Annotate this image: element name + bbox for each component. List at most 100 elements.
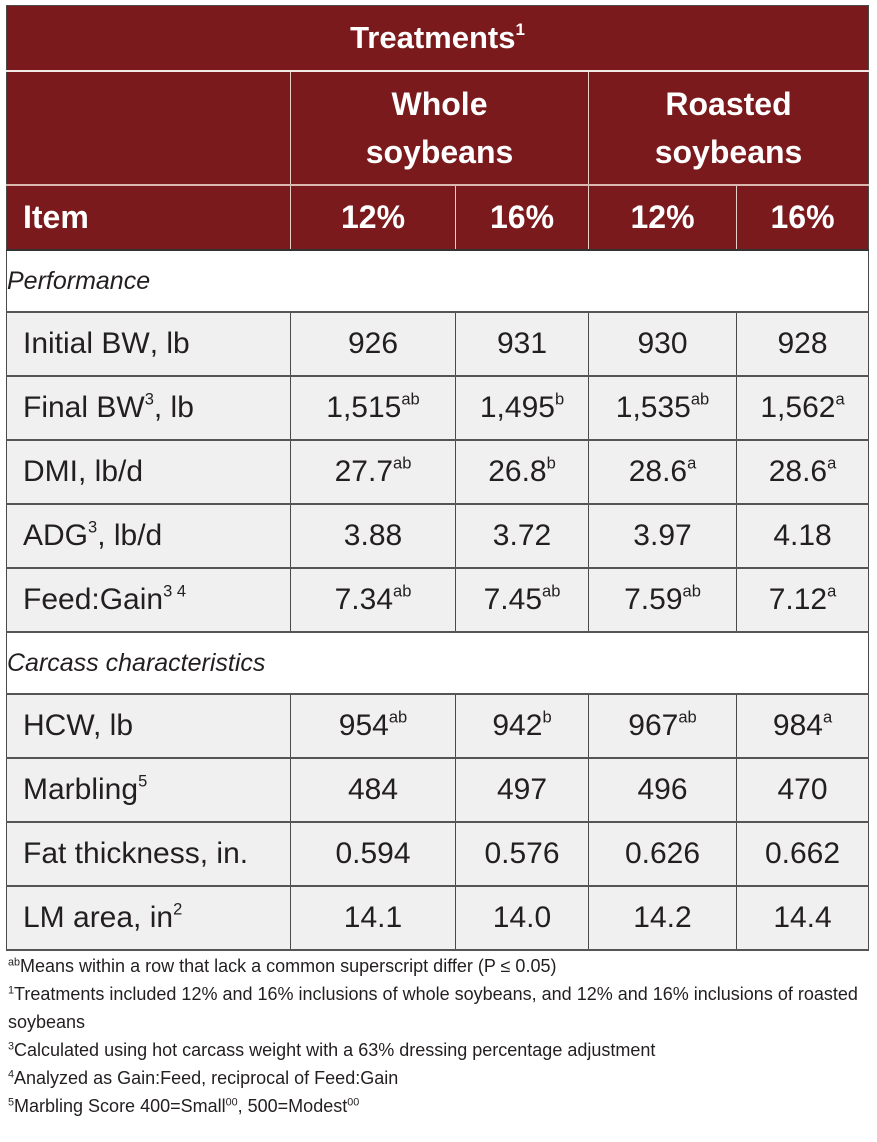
value: 930 — [637, 327, 688, 360]
significance-mark: ab — [678, 708, 697, 727]
value: 14.4 — [773, 901, 832, 934]
significance-mark: ab — [388, 708, 408, 727]
level-header: 12% — [588, 185, 737, 251]
significance-mark: b — [554, 390, 565, 409]
value: 4.18 — [773, 519, 832, 552]
value: 14.1 — [343, 901, 403, 934]
item-footnote-mark: 5 — [138, 772, 148, 791]
item-text: Initial BW — [23, 327, 150, 360]
header-blank — [6, 71, 291, 186]
item-text: Feed:Gain — [23, 583, 164, 616]
row-item-label: ADG3, lb/d — [6, 503, 291, 569]
value-cell: 931 — [455, 311, 589, 377]
value-cell: 930 — [588, 311, 737, 377]
table-row: Marbling5 484 497 496 470 — [6, 757, 870, 823]
value: 3.97 — [633, 519, 692, 552]
item-text: DMI, lb/d — [23, 455, 144, 488]
value: 484 — [347, 773, 399, 806]
significance-mark: ab — [393, 454, 412, 473]
footnote-sup: 00 — [347, 1096, 360, 1109]
section-label: Carcass characteristics — [5, 632, 870, 695]
value-cell: 470 — [735, 757, 870, 823]
value: 926 — [347, 327, 399, 360]
value-cell: 1,495b — [455, 375, 589, 441]
footnote: abMeans within a row that lack a common … — [8, 952, 868, 980]
value: 984 — [772, 709, 823, 742]
value: 928 — [777, 327, 828, 360]
significance-mark: a — [827, 454, 837, 473]
item-text: Final BW — [23, 391, 145, 424]
value: 967 — [628, 709, 679, 742]
value-cell: 496 — [588, 757, 737, 823]
value-cell: 27.7ab — [290, 439, 456, 505]
value-cell: 3.97 — [588, 503, 737, 569]
value-cell: 7.59ab — [588, 567, 737, 633]
value-cell: 484 — [290, 757, 456, 823]
footnote-text: Analyzed as Gain:Feed, reciprocal of Fee… — [14, 1068, 399, 1088]
value: 0.576 — [484, 837, 560, 870]
group-line2: soybeans — [654, 134, 803, 170]
table-row: HCW, lb 954ab 942b 967ab 984a — [6, 693, 870, 759]
value-cell: 928 — [735, 311, 870, 377]
value-cell: 7.12a — [735, 567, 870, 633]
table-row: Fat thickness, in. 0.594 0.576 0.626 0.662 — [6, 821, 870, 887]
value-cell: 967ab — [588, 693, 737, 759]
footnote-text: Marbling Score 400=Small — [14, 1096, 226, 1116]
value: 7.34 — [334, 583, 394, 616]
footnotes: abMeans within a row that lack a common … — [8, 952, 868, 1120]
value-cell: 3.72 — [455, 503, 589, 569]
value: 0.626 — [624, 837, 701, 870]
group-line1: Roasted — [665, 86, 792, 122]
significance-mark: a — [687, 454, 697, 473]
section-label: Performance — [5, 250, 870, 313]
value: 7.45 — [483, 583, 543, 616]
value: 7.59 — [624, 583, 683, 616]
value-cell: 4.18 — [735, 503, 870, 569]
item-footnote-mark: 2 — [173, 900, 183, 919]
value: 27.7 — [334, 455, 394, 488]
value: 931 — [496, 327, 548, 360]
group-line2: soybeans — [365, 134, 514, 170]
value-cell: 28.6a — [588, 439, 737, 505]
value-cell: 14.2 — [588, 885, 737, 951]
footnote-text: Treatments included 12% and 16% inclusio… — [8, 984, 858, 1032]
table-row: LM area, in2 14.1 14.0 14.2 14.4 — [6, 885, 870, 951]
value-cell: 3.88 — [290, 503, 456, 569]
group-line1: Whole — [391, 86, 488, 122]
significance-mark: a — [822, 708, 833, 727]
table-row: Initial BW, lb 926 931 930 928 — [6, 311, 870, 377]
value-cell: 0.576 — [455, 821, 589, 887]
item-unit: , lb — [149, 327, 190, 360]
item-text: HCW, lb — [23, 709, 134, 742]
value: 28.6 — [768, 455, 828, 488]
item-text: Fat thickness, in. — [23, 837, 249, 870]
value-cell: 14.0 — [455, 885, 589, 951]
footnote: 3Calculated using hot carcass weight wit… — [8, 1036, 868, 1064]
significance-mark: ab — [393, 582, 412, 601]
significance-mark: ab — [682, 582, 701, 601]
item-text: ADG — [23, 519, 89, 552]
item-unit: , lb/d — [97, 519, 163, 552]
significance-mark: b — [546, 454, 556, 473]
value: 470 — [777, 773, 828, 806]
value: 3.88 — [343, 519, 403, 552]
item-header: Item — [6, 185, 291, 251]
value: 14.2 — [633, 901, 692, 934]
value: 1,515 — [326, 391, 402, 424]
footnote-mark: 5 — [8, 1096, 15, 1109]
value-cell: 14.1 — [290, 885, 456, 951]
results-table: Treatments1 Whole soybeans Roasted soybean… — [5, 5, 870, 951]
value: 1,535 — [615, 391, 691, 424]
significance-mark: b — [542, 708, 552, 727]
group-header-whole: Whole soybeans — [290, 71, 589, 186]
value-cell: 926 — [290, 311, 456, 377]
item-text: Marbling — [23, 773, 139, 806]
item-footnote-mark: 3 4 — [163, 582, 187, 601]
value: 26.8 — [488, 455, 547, 488]
item-footnote-mark: 3 — [88, 518, 98, 537]
value: 497 — [496, 773, 548, 806]
value-cell: 0.662 — [735, 821, 870, 887]
item-text: LM area, in — [23, 901, 174, 934]
value-cell: 497 — [455, 757, 589, 823]
section-row: Performance — [5, 250, 870, 313]
